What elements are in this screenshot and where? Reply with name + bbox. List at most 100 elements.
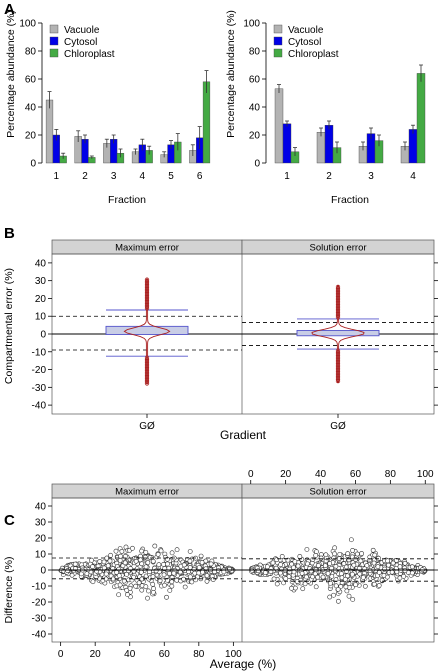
scatter-panel-1-point (145, 595, 150, 601)
scatter-ytick-label: 0 (40, 566, 46, 577)
scatter-panel-1-point (198, 553, 204, 559)
scatter-panel-2-point (332, 551, 337, 557)
box-panel-2-outlier-point (335, 362, 341, 368)
scatter-panel-2-point (376, 570, 382, 575)
scatter-panel-2-point (357, 571, 363, 577)
scatter-panel-2-point (350, 597, 356, 602)
scatter-panel-2-point (316, 563, 321, 568)
box-panel-1-box (105, 325, 189, 335)
scatter-ytick-label: -10 (32, 582, 47, 593)
scatter-panel-2-point (315, 574, 321, 580)
scatter-panel-1-point (143, 584, 149, 590)
scatter-panel-1-point (204, 578, 210, 584)
scatter-panel-1-point (169, 579, 175, 585)
scatter-panel-2-point (375, 564, 381, 570)
scatter-panel-1-point (208, 561, 214, 567)
scatter-panel-2-point (393, 558, 399, 563)
bar-chart-left: Percentage abundance (%) Fraction 0 20 40 6… (5, 10, 211, 206)
bar-right-legend-label: Cytosol (288, 37, 321, 48)
scatter-panel-2-point (346, 593, 352, 599)
scatter-panel-2-point (401, 573, 407, 579)
scatter-panel-1-point (182, 584, 188, 590)
bar-right-legend-swatch (273, 24, 283, 34)
scatter-panel-2-point (262, 570, 268, 576)
box-panel-2-outlier-point (335, 378, 341, 384)
bar-right-bar (416, 73, 426, 164)
scatter-panel-1-point (90, 579, 96, 585)
bar-right-xtick-label: 1 (284, 171, 290, 182)
scatter-panel-2-xtick-label: 20 (280, 469, 292, 480)
scatter-panel-1-point (107, 558, 113, 564)
box-panel-1-outlier-point (144, 376, 150, 381)
box-strip-label: Solution error (309, 243, 366, 254)
scatter-panel-2-point (349, 571, 355, 577)
scatter-panel-1-point (153, 568, 159, 574)
scatter-panel-2-point (348, 537, 354, 543)
bar-right-ytick-label: 60 (249, 75, 261, 86)
scatter-panel-1-xtick-label: 0 (58, 649, 64, 660)
scatter-panel-1-point (155, 552, 161, 557)
box-panel-2-outlier-point (335, 375, 341, 381)
scatter-panel-2-point (354, 551, 360, 557)
scatter-panel-2-point (331, 592, 336, 598)
scatter-panel-2-point (390, 560, 396, 566)
scatter-panel-2-point (372, 552, 378, 558)
scatter-panel-1-point (151, 586, 156, 591)
scatter-panel-1-point (187, 549, 193, 554)
scatter-panel-1-point (113, 548, 119, 554)
scatter-ytick-label: -30 (32, 614, 47, 625)
box-panel-2-outlier-point (335, 364, 341, 369)
scatter-panel-1-point (137, 557, 143, 563)
scatter-panel-2-point (255, 568, 261, 574)
scatter-panel-1-point (139, 561, 145, 567)
scatter-panel-2-point (310, 557, 316, 562)
scatter-panel-1-xtick-label: 40 (124, 649, 136, 660)
box-panel-2-outlier-point (335, 374, 341, 379)
scatter-panel-1-point (127, 585, 133, 591)
scatter-panel-2-point (360, 575, 366, 580)
box-panel-2-outlier-point (335, 377, 341, 382)
box-panel-2-outlier-point (335, 307, 341, 312)
scatter-panel-2-point (333, 577, 339, 583)
box-panel-2-outlier-point (335, 302, 341, 307)
box-panel-2-outlier-point (335, 361, 341, 366)
bar-right-bar (324, 124, 334, 164)
scatter-panel-2-point (281, 580, 286, 586)
scatter-panel-1-point (187, 558, 193, 564)
scatter-panel-2-point (289, 585, 294, 591)
box-panel-2-outlier-point (335, 284, 341, 290)
scatter-panel-1-point (189, 579, 195, 585)
box-panel-2-outlier-point (335, 297, 341, 302)
box-panel-1-outlier-point (144, 381, 150, 386)
bar-left-ytick-label: 20 (25, 131, 37, 142)
scatter-panel-2-point (274, 557, 280, 563)
box-panel-2-outlier-point (335, 359, 341, 365)
box-panel-1-outlier-point (144, 303, 150, 308)
box-panel-1-outlier-point (144, 360, 150, 365)
scatter-panel-2-point (335, 598, 341, 604)
scatter-panel-2-xtick-label: 100 (417, 469, 434, 480)
bar-right-legend-swatch (273, 48, 283, 58)
scatter-panel-2-point (376, 583, 382, 588)
scatter-panel-1-point (142, 554, 148, 560)
box-ytick-label: 10 (35, 312, 47, 323)
scatter-ytick-label: -20 (32, 598, 47, 609)
scatter-panel-2-point (359, 551, 364, 556)
scatter-panel-1-point (131, 574, 136, 580)
error-boxplot-panel: Compartmental error (%) Gradient Maximum… (3, 239, 438, 442)
box-ytick-label: 20 (35, 294, 47, 305)
bar-left-ytick-label: 100 (19, 19, 36, 30)
scatter-panel-2-point (328, 580, 333, 586)
bar-right-legend-label: Vacuole (288, 25, 324, 36)
box-panel-1-outlier-point (144, 358, 150, 364)
scatter-panel-1-xtick-label: 20 (90, 649, 102, 660)
scatter-panel-2-point (364, 563, 370, 568)
scatter-strip-label: Solution error (309, 487, 366, 498)
box-panel-2-outlier-point (335, 356, 341, 361)
box-panel-1-outlier-point (144, 290, 150, 295)
scatter-panel-1-xtick-label: 100 (225, 649, 242, 660)
box-panel-2-outlier-point (335, 300, 341, 306)
scatter-panel-2-point (313, 584, 319, 590)
scatter-panel-1-point (84, 571, 90, 577)
